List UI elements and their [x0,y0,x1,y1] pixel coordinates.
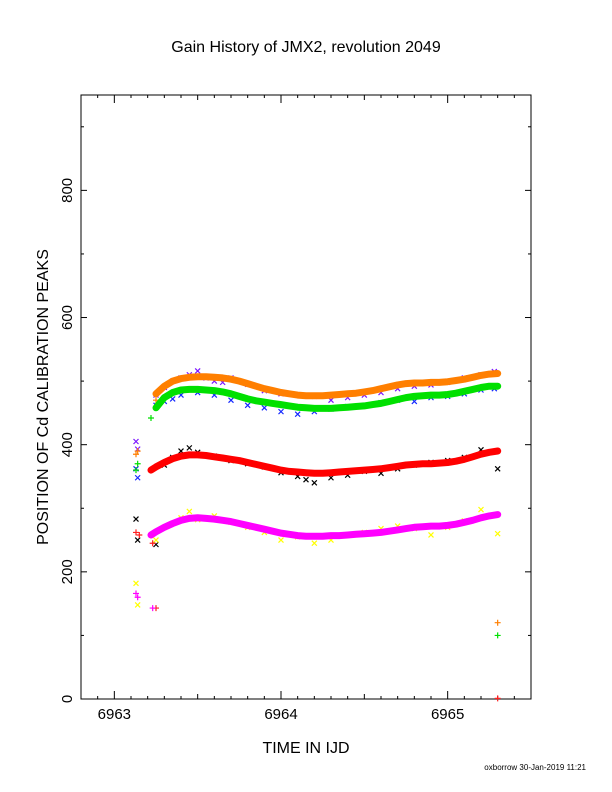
x-tick-label: 6965 [431,706,464,723]
series-7 [133,590,156,612]
plot-frame [80,94,532,700]
series-11 [147,511,502,540]
data-point [134,594,141,601]
data-point [134,448,141,455]
data-point [153,537,159,543]
y-tick-label: 0 [59,695,76,703]
x-axis-label: TIME IN IJD [262,740,349,757]
data-point [149,540,156,547]
data-point [149,605,156,612]
fit-line [152,382,502,412]
data-point [133,438,139,445]
data-point [494,632,501,639]
data-point [228,397,234,404]
chart-title: Gain History of JMX2, revolution 2049 [171,39,441,56]
y-axis-label: POSITION OF Cd CALIBRATION PEAKS [35,249,52,545]
fit-line [152,370,502,400]
data-point [148,414,154,421]
y-axis: 0 200 400 600 800 [59,126,531,703]
series-8 [152,370,502,400]
data-point [294,411,301,418]
y-tick-label: 600 [59,305,76,330]
y-tick-label: 200 [59,559,76,584]
data-point [311,540,318,547]
data-point [186,508,193,515]
data-point [133,590,139,597]
data-point [133,451,139,458]
plot-area [133,368,502,702]
data-point [278,537,284,543]
data-point [428,532,434,538]
data-point [186,444,193,451]
data-point [494,465,501,472]
data-point [133,516,139,522]
data-point [278,408,284,415]
x-tick-label: 6963 [98,706,131,723]
data-point [494,695,501,702]
series-6 [133,529,501,702]
data-point [494,530,501,537]
series-10 [147,447,502,477]
data-point [261,404,268,411]
x-tick-label: 6964 [264,706,297,723]
y-tick-label: 400 [59,432,76,457]
data-point [478,506,484,513]
data-point [134,601,141,608]
y-tick-label: 800 [59,178,76,203]
data-point [134,474,141,481]
data-point [244,402,251,409]
data-point [136,531,143,538]
data-point [133,529,139,536]
data-point [133,580,139,587]
series-9 [152,382,502,412]
fit-line [147,447,502,477]
data-point [134,460,141,467]
data-point [194,368,201,374]
fit-line [147,511,502,540]
data-point [134,537,141,543]
data-point [494,619,501,626]
series-4 [133,397,501,626]
data-point [133,467,139,474]
footer-credit: oxborrow 30-Jan-2019 11:21 [484,763,586,772]
data-point [303,476,309,483]
data-point [311,479,318,486]
